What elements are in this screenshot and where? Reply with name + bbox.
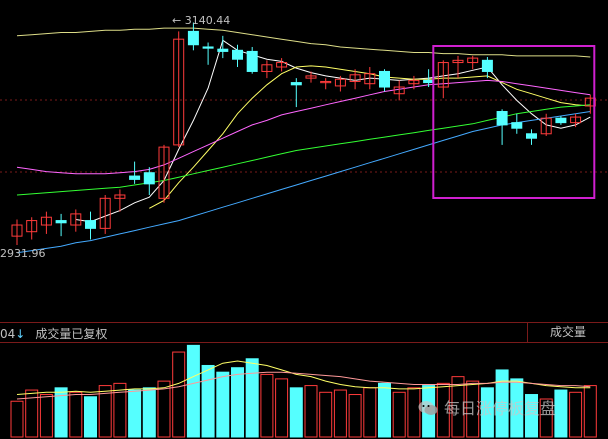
candle-up: [114, 194, 126, 199]
volume-ma-line: [16, 371, 591, 400]
volume-bar: [554, 389, 568, 438]
down-arrow-icon: ↓: [15, 327, 26, 341]
candle-up: [305, 75, 317, 79]
ma5-line: [75, 39, 591, 223]
volume-bar: [69, 391, 83, 438]
candle-up: [276, 62, 288, 68]
candle-down: [423, 79, 435, 84]
candle-down: [246, 50, 258, 72]
ma20-line: [16, 79, 591, 175]
candle-up: [158, 146, 170, 199]
candle-up: [334, 78, 346, 87]
volume-bar: [231, 367, 244, 438]
candle-up: [349, 74, 361, 82]
volume-bar: [333, 389, 347, 438]
volume-bar: [289, 387, 303, 438]
volume-bar: [451, 376, 465, 438]
ma120-line: [16, 111, 591, 254]
volume-bar: [407, 387, 421, 438]
volume-bar: [128, 389, 142, 438]
volume-bar: [510, 378, 524, 438]
candle-down: [55, 220, 67, 224]
candle-down: [217, 48, 229, 52]
volume-bar: [84, 396, 97, 438]
volume-title: 成交量已复权: [35, 327, 108, 341]
candle-down: [202, 46, 214, 49]
volume-code: 04: [0, 327, 16, 341]
volume-bar: [54, 387, 68, 438]
candle-down: [232, 49, 243, 60]
candle-up: [452, 59, 464, 64]
volume-bar: [25, 389, 39, 438]
candle-up: [467, 57, 479, 64]
candle-down: [496, 111, 508, 126]
candle-down: [511, 122, 523, 129]
candle-down: [143, 172, 155, 185]
highlight-box: [432, 45, 596, 199]
volume-bar: [363, 387, 377, 438]
volume-tab[interactable]: 成交量: [527, 323, 608, 342]
volume-ma-line: [16, 360, 591, 395]
wechat-icon: [418, 401, 438, 415]
volume-bar: [569, 391, 583, 438]
volume-bar: [304, 385, 318, 438]
volume-bar: [583, 385, 597, 438]
volume-bar: [260, 373, 274, 438]
candle-up: [570, 116, 582, 124]
volume-bar: [142, 387, 156, 438]
volume-bar: [216, 371, 230, 438]
volume-bar: [245, 358, 259, 438]
candle-up: [40, 216, 52, 226]
candle-up: [393, 86, 405, 95]
volume-bar: [186, 344, 200, 438]
low-price-label: 2931.96: [0, 247, 46, 260]
volume-bar: [157, 380, 171, 438]
candle-down: [129, 175, 141, 180]
volume-bar: [172, 351, 186, 438]
candle-up: [26, 220, 38, 233]
volume-bar: [348, 394, 362, 438]
candle-down: [481, 59, 493, 72]
candle-down: [85, 220, 96, 229]
candle-up: [320, 80, 332, 84]
volume-bar: [392, 391, 406, 438]
volume-bar: [113, 382, 127, 438]
volume-bar: [275, 378, 289, 438]
volume-bar: [525, 394, 538, 438]
high-price-label: ← 3140.44: [172, 14, 231, 27]
high-price-value: 3140.44: [184, 14, 231, 27]
volume-bar: [201, 364, 215, 438]
volume-indicator-title[interactable]: 04↓ 成交量已复权: [0, 325, 107, 342]
candle-up: [11, 224, 23, 237]
volume-bar: [10, 400, 24, 438]
candle-up: [173, 38, 185, 146]
ma250-line: [16, 27, 591, 58]
candle-up: [99, 197, 111, 229]
candle-up: [540, 117, 552, 135]
candle-down: [290, 82, 302, 86]
candle-up: [70, 213, 82, 226]
candle-down: [526, 133, 537, 139]
volume-bar: [539, 398, 553, 438]
volume-bar: [378, 382, 391, 438]
volume-bar: [98, 385, 112, 438]
volume-bar: [495, 369, 509, 438]
volume-bar: [319, 391, 333, 438]
volume-bar: [39, 394, 53, 438]
candle-up: [437, 62, 449, 88]
volume-header-strip: 04↓ 成交量已复权 成交量: [0, 322, 608, 343]
candle-down: [379, 70, 390, 88]
volume-bar: [466, 380, 480, 438]
candle-up: [408, 79, 420, 85]
watermark-text: 每日涨停板复盘: [444, 399, 557, 418]
volume-bar: [480, 387, 494, 438]
candle-up: [364, 73, 376, 85]
watermark: 每日涨停板复盘: [418, 395, 556, 419]
candle-down: [555, 117, 567, 124]
candle-down: [187, 30, 199, 46]
ma60-line: [16, 104, 591, 196]
candle-up: [261, 64, 273, 72]
